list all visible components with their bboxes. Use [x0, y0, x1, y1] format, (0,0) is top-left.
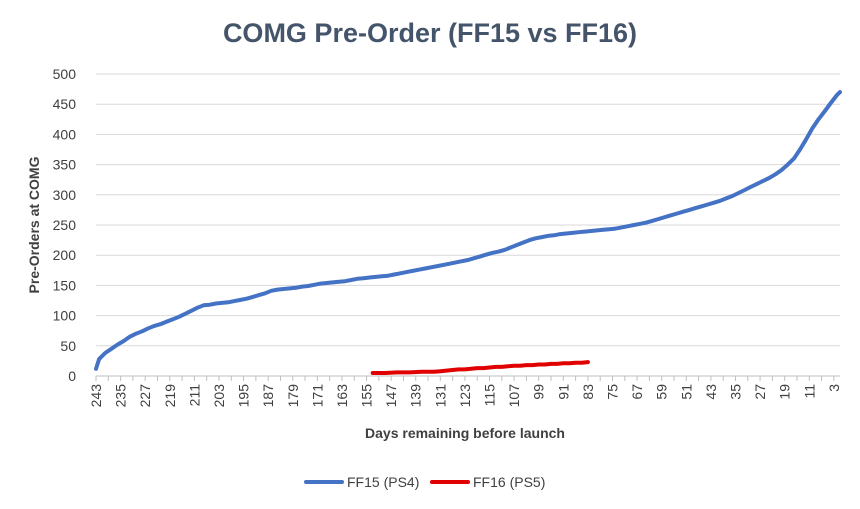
y-tick-label: 400: [53, 126, 77, 142]
x-tick-label: 227: [137, 384, 153, 408]
x-tick-label: 139: [408, 384, 424, 408]
legend-label: FF16 (PS5): [473, 474, 545, 490]
x-tick-label: 187: [260, 384, 276, 408]
x-tick-label: 155: [359, 384, 375, 408]
x-tick-label: 91: [555, 384, 571, 400]
x-tick-label: 235: [113, 384, 129, 408]
x-tick-label: 3: [826, 384, 842, 392]
y-tick-label: 350: [53, 157, 77, 173]
x-tick-label: 131: [432, 384, 448, 408]
x-tick-label: 163: [334, 384, 350, 408]
x-tick-label: 219: [162, 384, 178, 408]
legend: FF15 (PS4) FF16 (PS5): [304, 474, 545, 490]
x-tick-label: 179: [285, 384, 301, 408]
series-line-1: [94, 90, 842, 371]
x-tick-label: 243: [88, 384, 104, 408]
x-tick-label: 107: [506, 384, 522, 408]
x-tick-label: 211: [186, 384, 202, 407]
x-tick-label: 67: [629, 384, 645, 400]
x-tick-label: 195: [236, 384, 252, 408]
x-tick-label: 171: [309, 384, 325, 408]
y-tick-label: 450: [53, 96, 77, 112]
x-tick-label: 99: [531, 384, 547, 400]
gridlines: [96, 73, 840, 377]
y-tick-label: 0: [68, 368, 76, 384]
x-tick-label: 51: [678, 384, 694, 400]
y-tick-label: 300: [53, 187, 77, 203]
x-tick-label: 11: [801, 384, 817, 399]
y-tick-label: 50: [60, 338, 76, 354]
y-tick-label: 100: [53, 308, 77, 324]
x-axis-title: Days remaining before launch: [365, 425, 565, 441]
series-line-2: [370, 360, 590, 375]
x-tick-label: 123: [457, 384, 473, 408]
x-tick-label: 35: [727, 384, 743, 400]
x-tick-label: 59: [654, 384, 670, 400]
x-tick-label: 75: [604, 384, 620, 400]
x-tick-label: 147: [383, 384, 399, 408]
y-tick-label: 500: [53, 66, 77, 82]
x-tick-label: 27: [752, 384, 768, 400]
x-tick-label: 203: [211, 384, 227, 408]
x-tick-label: 19: [777, 384, 793, 400]
plot-area: [94, 90, 842, 375]
x-axis: 243 235 227 219 211 203 195 187 179 171 163 155 147 1…: [88, 375, 842, 408]
x-tick-label: 43: [703, 384, 719, 400]
chart-title: COMG Pre-Order (FF15 vs FF16): [223, 18, 637, 48]
y-tick-label: 250: [53, 217, 77, 233]
y-axis-title: Pre-Orders at COMG: [26, 156, 42, 293]
x-tick-label: 115: [482, 384, 498, 407]
x-tick-label: 83: [580, 384, 596, 400]
y-axis: 0 50 100 150 200 250 300 350 400 450 500: [53, 66, 77, 384]
y-tick-label: 200: [53, 247, 77, 263]
y-tick-label: 150: [53, 277, 77, 293]
legend-label: FF15 (PS4): [347, 474, 419, 490]
